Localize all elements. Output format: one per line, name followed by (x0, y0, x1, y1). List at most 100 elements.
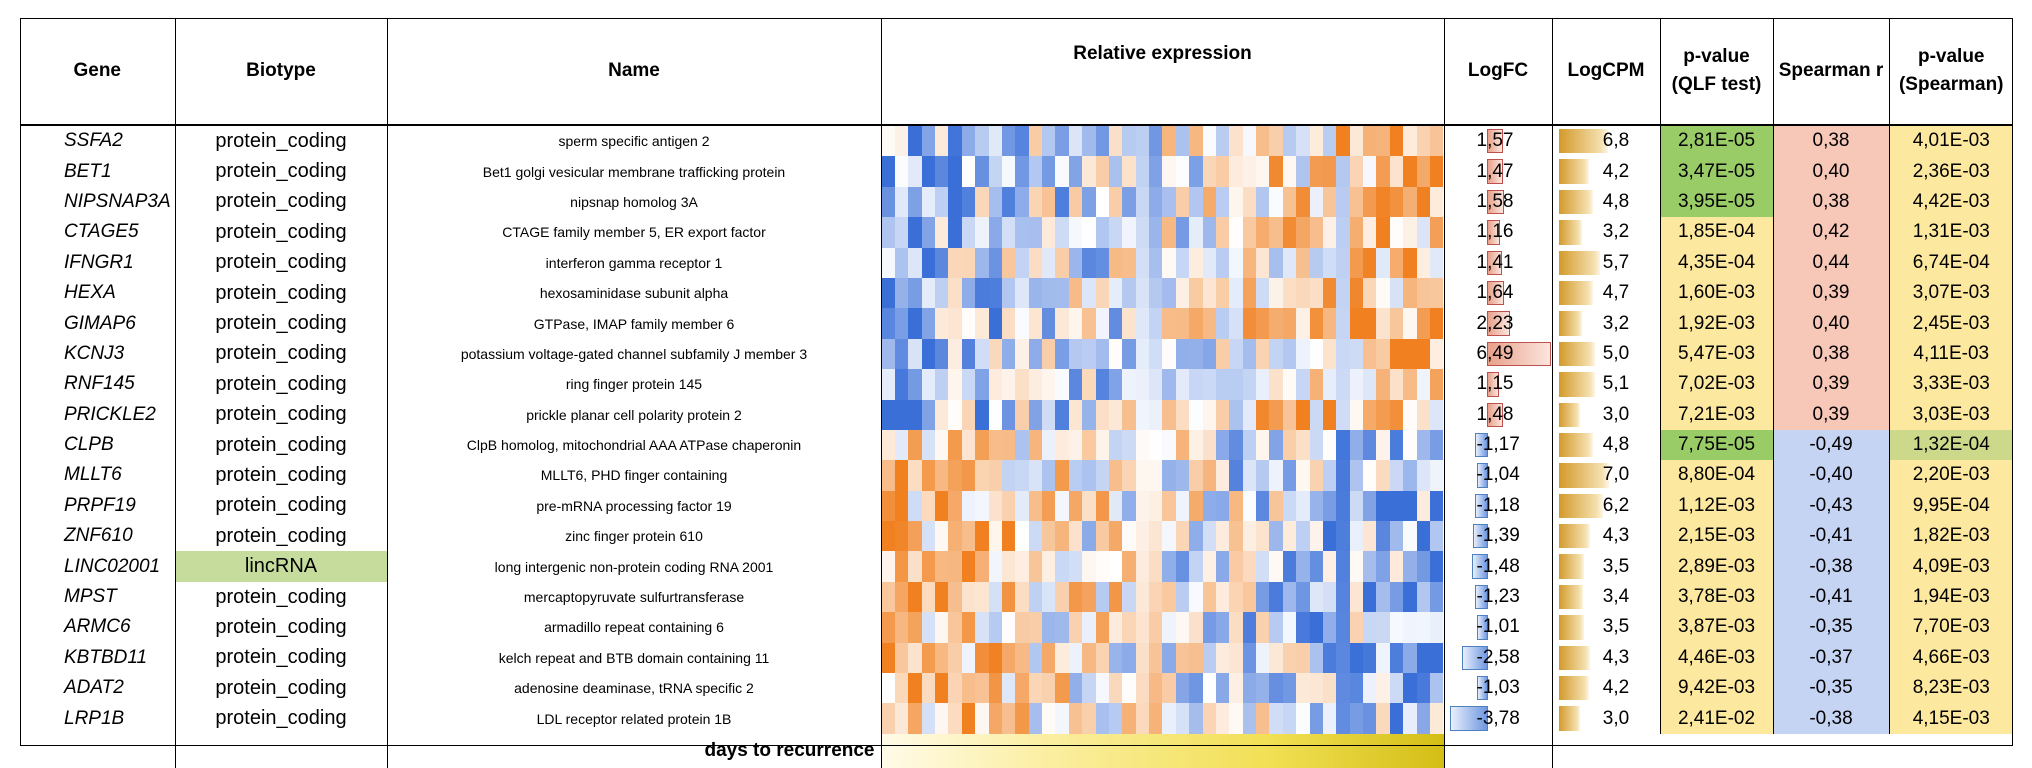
biotype-cell: protein_coding (175, 369, 388, 400)
heatmap-cell (1389, 429, 1404, 461)
heatmap-cell (988, 673, 1002, 704)
heatmap-cell (1416, 521, 1430, 552)
logfc-value: -3,78 (1476, 707, 1520, 729)
heatmap-cell (1416, 703, 1430, 734)
heatmap-cell (1149, 217, 1163, 248)
footer-empty (1444, 733, 1553, 768)
heatmap-cell (1001, 399, 1016, 430)
heatmap-cell (1015, 703, 1029, 734)
heatmap-cell (1042, 369, 1056, 400)
heatmap-cell (1095, 612, 1109, 643)
heatmap-cell (1322, 429, 1337, 461)
heatmap-cell (1055, 186, 1069, 218)
heatmap-cell (1256, 490, 1270, 522)
heatmap-cell (894, 460, 909, 491)
heatmap-cell (1403, 642, 1417, 674)
heatmap-cell (1028, 673, 1042, 704)
heatmap-cell (1309, 247, 1323, 278)
heatmap-cell (894, 551, 909, 582)
heatmap-cell (948, 277, 962, 309)
logcpm-cell: 4,8 (1552, 429, 1661, 461)
logcpm-value: 5,0 (1602, 342, 1630, 364)
heatmap-cell (1028, 308, 1042, 339)
logcpm-value: 5,7 (1602, 251, 1630, 273)
heatmap-cell (1269, 156, 1283, 187)
heatmap-cell (1108, 642, 1123, 674)
heatmap-cell (1322, 369, 1337, 400)
heatmap-cell (1015, 551, 1029, 582)
heatmap-cell (1309, 551, 1323, 582)
heatmap-cell (1162, 490, 1176, 522)
logfc-cell: 1,15 (1444, 369, 1553, 400)
biotype-cell: protein_coding (175, 308, 388, 339)
heatmap-cell (1042, 399, 1056, 430)
logcpm-bar (1558, 645, 1590, 671)
table-row: GIMAP6 protein_coding GTPase, IMAP family … (20, 308, 2013, 339)
name-cell: nipsnap homolog 3A (387, 186, 882, 218)
heatmap-cell (1296, 277, 1310, 309)
heatmap-cell (935, 186, 949, 218)
heatmap-cell (1135, 581, 1149, 613)
heatmap-cell (1068, 369, 1083, 400)
heatmap-cell (1269, 703, 1283, 734)
heatmap-cell (1336, 429, 1350, 461)
heatmap-cell (1256, 338, 1270, 370)
heatmap-cell (1336, 460, 1350, 491)
heatmap-cell (1309, 308, 1323, 339)
heatmap-cell (1269, 551, 1283, 582)
heatmap-cell (1135, 247, 1149, 278)
heatmap-cell (1242, 460, 1256, 491)
heatmap-cell (908, 126, 922, 157)
heatmap-cell (1135, 156, 1149, 187)
heatmap-cell (1175, 429, 1190, 461)
heatmap-cell (935, 581, 949, 613)
heatmap-cell (1363, 247, 1377, 278)
heatmap-cell (1042, 612, 1056, 643)
logfc-value: -1,18 (1476, 494, 1520, 516)
logcpm-cell: 5,1 (1552, 369, 1661, 400)
name-cell: potassium voltage-gated channel subfamil… (387, 338, 882, 370)
pvalue-spearman-cell: 4,15E-03 (1889, 703, 2013, 734)
heatmap-cell (881, 460, 895, 491)
logfc-bar (1474, 584, 1489, 610)
heatmap-cell (1189, 338, 1203, 370)
heatmap-cell (1336, 521, 1350, 552)
header-name: Name (387, 18, 882, 126)
heatmap-cell (1429, 277, 1443, 309)
heatmap-row (881, 521, 1445, 552)
heatmap-cell (1282, 703, 1297, 734)
gene-cell: IFNGR1 (20, 247, 176, 278)
heatmap-cell (1215, 673, 1230, 704)
heatmap-cell (1095, 338, 1109, 370)
heatmap-cell (1363, 429, 1377, 461)
biotype-cell: protein_coding (175, 247, 388, 278)
heatmap-cell (1256, 429, 1270, 461)
heatmap-cell (1282, 156, 1297, 187)
heatmap-cell (1015, 369, 1029, 400)
heatmap-cell (1095, 126, 1109, 157)
heatmap-cell (1082, 612, 1096, 643)
heatmap-cell (921, 369, 935, 400)
heatmap-cell (894, 277, 909, 309)
heatmap-cell (1229, 673, 1243, 704)
heatmap-row (881, 703, 1445, 734)
logcpm-bar (1558, 129, 1608, 154)
heatmap-cell (1296, 369, 1310, 400)
heatmap-cell (1202, 581, 1216, 613)
logcpm-value: 3,2 (1602, 312, 1630, 334)
pvalue-spearman-cell: 3,03E-03 (1889, 399, 2013, 430)
header-relative-expression: Relative expression (881, 18, 1445, 126)
heatmap-cell (1282, 217, 1297, 248)
heatmap-cell (1269, 186, 1283, 218)
heatmap-cell (1229, 642, 1243, 674)
heatmap-cell (1296, 521, 1310, 552)
logfc-value: -1,01 (1476, 616, 1520, 638)
logfc-bar (1486, 250, 1502, 275)
spearman-r-cell: -0,38 (1773, 703, 1890, 734)
heatmap-cell (1242, 126, 1256, 157)
heatmap-cell (1309, 460, 1323, 491)
heatmap-cell (1416, 551, 1430, 582)
heatmap-cell (1135, 460, 1149, 491)
heatmap-cell (988, 126, 1002, 157)
logcpm-value: 3,2 (1602, 221, 1630, 243)
